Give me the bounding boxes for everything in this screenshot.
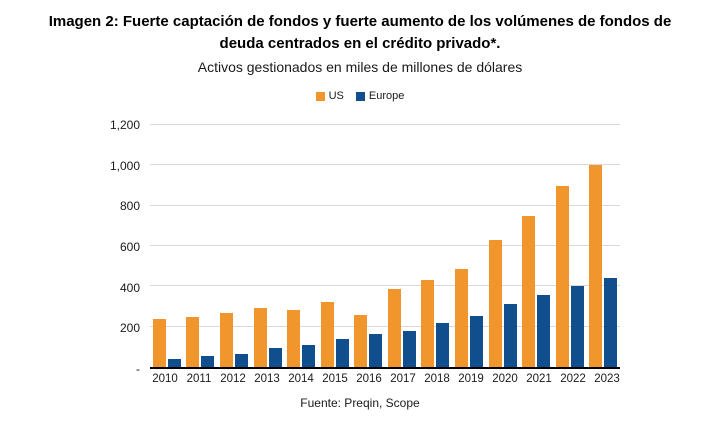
bar-group-2020 bbox=[486, 125, 520, 367]
gridline-400 bbox=[150, 285, 620, 287]
legend-swatch-icon bbox=[315, 91, 325, 101]
bar-group-2017 bbox=[385, 125, 419, 367]
gridline-600 bbox=[150, 245, 620, 246]
gridline-1200 bbox=[150, 124, 620, 125]
x-tick-label-2015: 2015 bbox=[322, 373, 348, 385]
bar-us-2010 bbox=[152, 318, 166, 367]
y-tick-label: 400 bbox=[119, 280, 140, 295]
x-tick-label-2019: 2019 bbox=[458, 373, 484, 385]
y-axis-labels: - 200 400 600 800 1,000 1,200 bbox=[0, 118, 140, 376]
plot-area bbox=[150, 124, 620, 369]
bar-europe-2020 bbox=[503, 304, 517, 367]
y-tick-label: 200 bbox=[119, 321, 140, 336]
bar-group-2018 bbox=[419, 125, 453, 367]
x-tick-label-2016: 2016 bbox=[356, 373, 382, 385]
x-tick-label-2010: 2010 bbox=[152, 373, 178, 385]
legend-item-us: US bbox=[315, 90, 344, 102]
figure-subtitle: Activos gestionados en miles de millones… bbox=[197, 59, 523, 75]
bar-europe-2019 bbox=[469, 315, 483, 367]
gridline-800 bbox=[150, 204, 620, 206]
bar-europe-2013 bbox=[268, 347, 282, 367]
y-tick-label: 800 bbox=[119, 199, 140, 214]
bar-group-2022 bbox=[553, 125, 587, 367]
bar-group-2021 bbox=[519, 125, 553, 367]
legend-label: Europe bbox=[368, 90, 405, 102]
bar-us-2020 bbox=[488, 239, 502, 367]
bar-us-2017 bbox=[387, 289, 401, 367]
x-tick-label-2014: 2014 bbox=[288, 373, 314, 385]
bar-us-2018 bbox=[421, 280, 435, 367]
x-tick-label-2011: 2011 bbox=[186, 373, 212, 385]
gridline-200 bbox=[150, 325, 620, 327]
x-axis-labels: 2010 2011 2012 2013 2014 2015 2016 2017 2018 2019… bbox=[148, 373, 624, 385]
bar-groups bbox=[150, 125, 620, 367]
bar-us-2011 bbox=[186, 316, 200, 367]
bar-group-2023 bbox=[587, 125, 621, 367]
bar-us-2022 bbox=[555, 185, 569, 367]
y-tick-label: 1,000 bbox=[109, 158, 140, 173]
bar-group-2012 bbox=[217, 125, 251, 367]
bar-europe-2017 bbox=[402, 330, 416, 367]
x-tick-label-2013: 2013 bbox=[254, 373, 280, 385]
bar-group-2010 bbox=[150, 125, 184, 367]
bar-europe-2010 bbox=[167, 358, 181, 367]
y-tick-label: 1,200 bbox=[109, 118, 140, 132]
gridline-1000 bbox=[150, 164, 620, 166]
bar-us-2012 bbox=[219, 312, 233, 367]
bar-group-2015 bbox=[318, 125, 352, 367]
bar-europe-2016 bbox=[369, 333, 383, 367]
y-tick-label: - bbox=[136, 362, 140, 376]
bar-europe-2011 bbox=[201, 355, 215, 367]
bar-us-2016 bbox=[354, 314, 368, 367]
bar-group-2016 bbox=[351, 125, 385, 367]
bar-group-2014 bbox=[284, 125, 318, 367]
bar-europe-2023 bbox=[604, 278, 618, 367]
bar-group-2011 bbox=[184, 125, 218, 367]
legend-swatch-icon bbox=[355, 91, 365, 101]
x-tick-label-2018: 2018 bbox=[424, 373, 450, 385]
x-tick-label-2017: 2017 bbox=[390, 373, 416, 385]
bar-europe-2021 bbox=[537, 295, 551, 367]
bar-group-2013 bbox=[251, 125, 285, 367]
bar-us-2013 bbox=[253, 307, 267, 367]
legend-label: US bbox=[328, 90, 344, 102]
legend-item-europe: Europe bbox=[355, 90, 405, 102]
bar-europe-2012 bbox=[234, 353, 248, 367]
legend: US Europe bbox=[0, 90, 720, 102]
bar-europe-2015 bbox=[335, 338, 349, 367]
bar-europe-2022 bbox=[570, 286, 584, 367]
gridlines bbox=[150, 124, 620, 367]
x-tick-label-2021: 2021 bbox=[526, 373, 552, 385]
x-tick-label-2023: 2023 bbox=[594, 373, 620, 385]
figure-title-text: Imagen 2: Fuerte captación de fondos y f… bbox=[48, 13, 672, 52]
bar-us-2014 bbox=[287, 309, 301, 367]
y-tick-label: 600 bbox=[119, 240, 140, 254]
x-tick-label-2022: 2022 bbox=[560, 373, 586, 385]
x-tick-label-2020: 2020 bbox=[492, 373, 518, 385]
bar-us-2021 bbox=[522, 215, 536, 367]
bar-group-2019 bbox=[452, 125, 486, 367]
bar-europe-2018 bbox=[436, 322, 450, 367]
x-tick-label-2012: 2012 bbox=[220, 373, 246, 385]
source-note: Fuente: Preqin, Scope bbox=[300, 396, 420, 410]
figure-title: Imagen 2: Fuerte captación de fondos y f… bbox=[0, 11, 720, 55]
bar-us-2015 bbox=[320, 302, 334, 367]
bar-us-2019 bbox=[454, 269, 468, 367]
bar-europe-2014 bbox=[302, 344, 316, 367]
bar-us-2023 bbox=[589, 165, 603, 367]
